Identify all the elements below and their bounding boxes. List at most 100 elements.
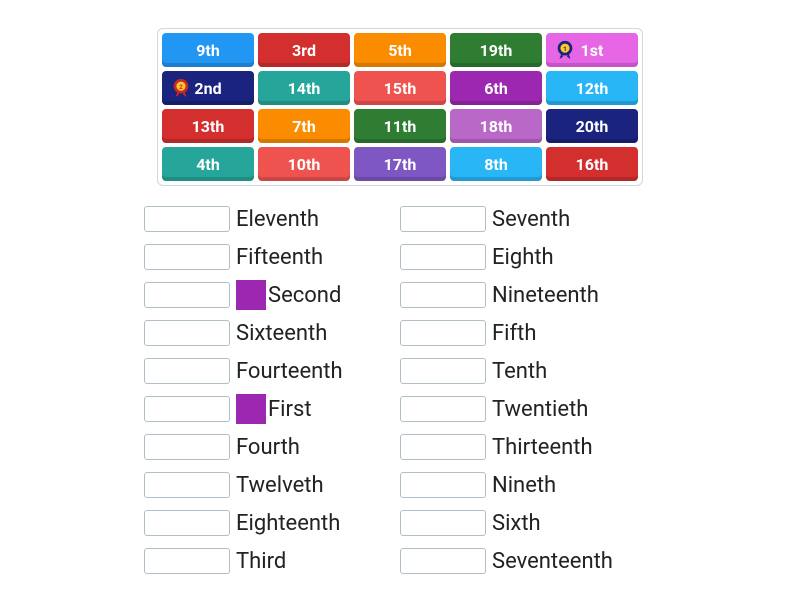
tile-label: 7th (292, 117, 316, 136)
tile-label: 2nd (194, 79, 221, 98)
dropzone[interactable] (400, 206, 486, 232)
tile-label: 1st (581, 41, 604, 60)
answer-row: Twentieth (400, 390, 656, 428)
answer-label: Third (236, 549, 286, 574)
answer-label: Fourteenth (236, 359, 343, 384)
answer-row: Eighth (400, 238, 656, 276)
dropzone[interactable] (144, 206, 230, 232)
dropzone[interactable] (144, 244, 230, 270)
answer-row: Sixth (400, 504, 656, 542)
tile-10th[interactable]: 10th (258, 147, 350, 181)
tile-11th[interactable]: 11th (354, 109, 446, 143)
tile-label: 19th (480, 41, 513, 60)
answer-label: Fourth (236, 435, 300, 460)
answer-row: Seventh (400, 200, 656, 238)
answer-label: Fifteenth (236, 245, 323, 270)
dropzone[interactable] (144, 282, 230, 308)
answer-label: Nineth (492, 473, 556, 498)
dropzone[interactable] (400, 320, 486, 346)
tile-label: 14th (288, 79, 321, 98)
tile-label: 5th (388, 41, 412, 60)
answer-label: Twelveth (236, 473, 324, 498)
dropzone[interactable] (144, 472, 230, 498)
tile-5th[interactable]: 5th (354, 33, 446, 67)
answer-label: Eighth (492, 245, 554, 270)
answer-label: Fifth (492, 321, 536, 346)
tile-label: 13th (192, 117, 225, 136)
answer-label: Thirteenth (492, 435, 593, 460)
answer-row: Eighteenth (144, 504, 400, 542)
dropzone[interactable] (144, 510, 230, 536)
dropzone[interactable] (400, 548, 486, 574)
answer-label: Eleventh (236, 207, 319, 232)
tile-12th[interactable]: 12th (546, 71, 638, 105)
answer-label: Twentieth (492, 397, 588, 422)
tile-9th[interactable]: 9th (162, 33, 254, 67)
first-badge-icon: 1 (554, 39, 576, 61)
tile-label: 16th (576, 155, 609, 174)
tile-16th[interactable]: 16th (546, 147, 638, 181)
tile-label: 3rd (292, 41, 316, 60)
answer-row: First (144, 390, 400, 428)
tile-15th[interactable]: 15th (354, 71, 446, 105)
answer-row: Fourteenth (144, 352, 400, 390)
answer-row: Twelveth (144, 466, 400, 504)
answer-row: Sixteenth (144, 314, 400, 352)
tile-8th[interactable]: 8th (450, 147, 542, 181)
dropzone[interactable] (400, 244, 486, 270)
ordinal-image-icon (236, 394, 266, 424)
tile-2nd[interactable]: 2 2nd (162, 71, 254, 105)
dropzone[interactable] (144, 548, 230, 574)
tile-label: 11th (384, 117, 417, 136)
tile-label: 8th (484, 155, 508, 174)
dropzone[interactable] (144, 396, 230, 422)
tile-label: 4th (196, 155, 220, 174)
tile-17th[interactable]: 17th (354, 147, 446, 181)
tile-19th[interactable]: 19th (450, 33, 542, 67)
tile-1st[interactable]: 1 1st (546, 33, 638, 67)
tile-3rd[interactable]: 3rd (258, 33, 350, 67)
tile-14th[interactable]: 14th (258, 71, 350, 105)
tile-label: 15th (384, 79, 417, 98)
answer-row: Second (144, 276, 400, 314)
answer-row: Eleventh (144, 200, 400, 238)
dropzone[interactable] (400, 396, 486, 422)
answer-row: Third (144, 542, 400, 580)
tile-18th[interactable]: 18th (450, 109, 542, 143)
tile-tray: 9th 3rd 5th 19th 1 1st 2 2nd 14th 15th 6th 12th 13th… (157, 28, 643, 186)
tile-label: 18th (480, 117, 513, 136)
answer-label: Tenth (492, 359, 547, 384)
svg-text:2: 2 (179, 83, 183, 91)
svg-text:1: 1 (563, 45, 567, 53)
answer-label: Seventh (492, 207, 570, 232)
dropzone[interactable] (144, 358, 230, 384)
dropzone[interactable] (400, 358, 486, 384)
answer-label: Sixteenth (236, 321, 327, 346)
dropzone[interactable] (400, 472, 486, 498)
tile-6th[interactable]: 6th (450, 71, 542, 105)
answer-row: Tenth (400, 352, 656, 390)
answer-label: Nineteenth (492, 283, 599, 308)
dropzone[interactable] (400, 282, 486, 308)
answer-label: Seventeenth (492, 549, 613, 574)
tile-20th[interactable]: 20th (546, 109, 638, 143)
answer-row: Nineteenth (400, 276, 656, 314)
answer-row: Seventeenth (400, 542, 656, 580)
tile-label: 17th (384, 155, 417, 174)
answer-row: Nineth (400, 466, 656, 504)
dropzone[interactable] (144, 434, 230, 460)
tile-label: 6th (484, 79, 508, 98)
dropzone[interactable] (144, 320, 230, 346)
answer-label: Eighteenth (236, 511, 340, 536)
answer-row: Fifteenth (144, 238, 400, 276)
tile-7th[interactable]: 7th (258, 109, 350, 143)
answer-label: Sixth (492, 511, 541, 536)
tile-13th[interactable]: 13th (162, 109, 254, 143)
dropzone[interactable] (400, 510, 486, 536)
answer-row: Thirteenth (400, 428, 656, 466)
ordinal-image-icon (236, 280, 266, 310)
tile-label: 10th (288, 155, 321, 174)
tile-4th[interactable]: 4th (162, 147, 254, 181)
dropzone[interactable] (400, 434, 486, 460)
answer-row: Fifth (400, 314, 656, 352)
